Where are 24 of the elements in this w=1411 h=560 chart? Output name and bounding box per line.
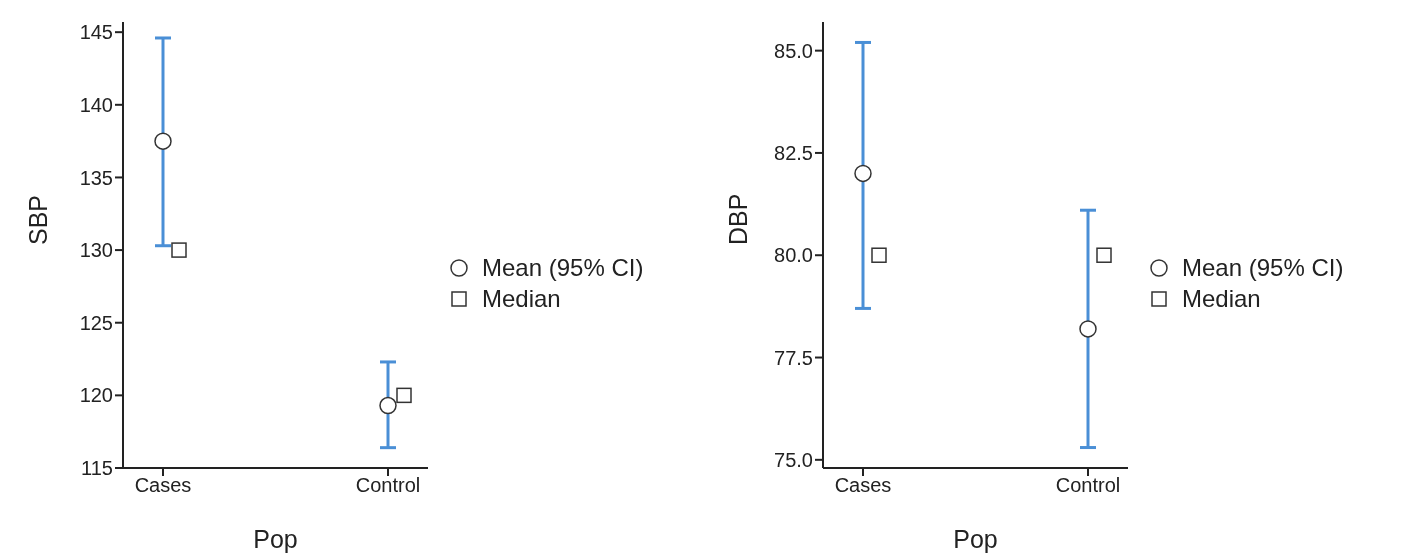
y-axis-title: DBP	[723, 193, 752, 245]
y-tick-label: 130	[79, 239, 113, 262]
y-axis-title: SBP	[23, 194, 52, 245]
legend-label: Mean (95% CI)	[482, 253, 644, 283]
y-tick-label: 85.0	[774, 39, 813, 62]
x-tick-label: Control	[355, 474, 421, 497]
legend-label: Mean (95% CI)	[1182, 253, 1344, 283]
y-tick-label: 80.0	[774, 244, 813, 267]
x-tick-label: Cases	[134, 474, 192, 497]
x-axis-title: Pop	[253, 525, 298, 553]
x-tick-label: Control	[1055, 474, 1121, 497]
y-tick-label: 77.5	[774, 346, 813, 369]
y-tick-label: 125	[79, 311, 113, 334]
legend-label: Median	[1182, 284, 1261, 314]
y-tick-label: 115	[81, 457, 113, 480]
y-tick-label: 140	[79, 93, 113, 116]
x-axis-title: Pop	[953, 525, 998, 553]
y-tick-label: 82.5	[774, 142, 813, 165]
x-tick-label: Cases	[834, 474, 892, 497]
y-tick-label: 120	[79, 384, 113, 407]
y-tick-label: 135	[79, 166, 113, 189]
legend-label: Median	[482, 284, 561, 314]
y-tick-label: 145	[79, 21, 113, 44]
y-tick-label: 75.0	[774, 448, 813, 471]
